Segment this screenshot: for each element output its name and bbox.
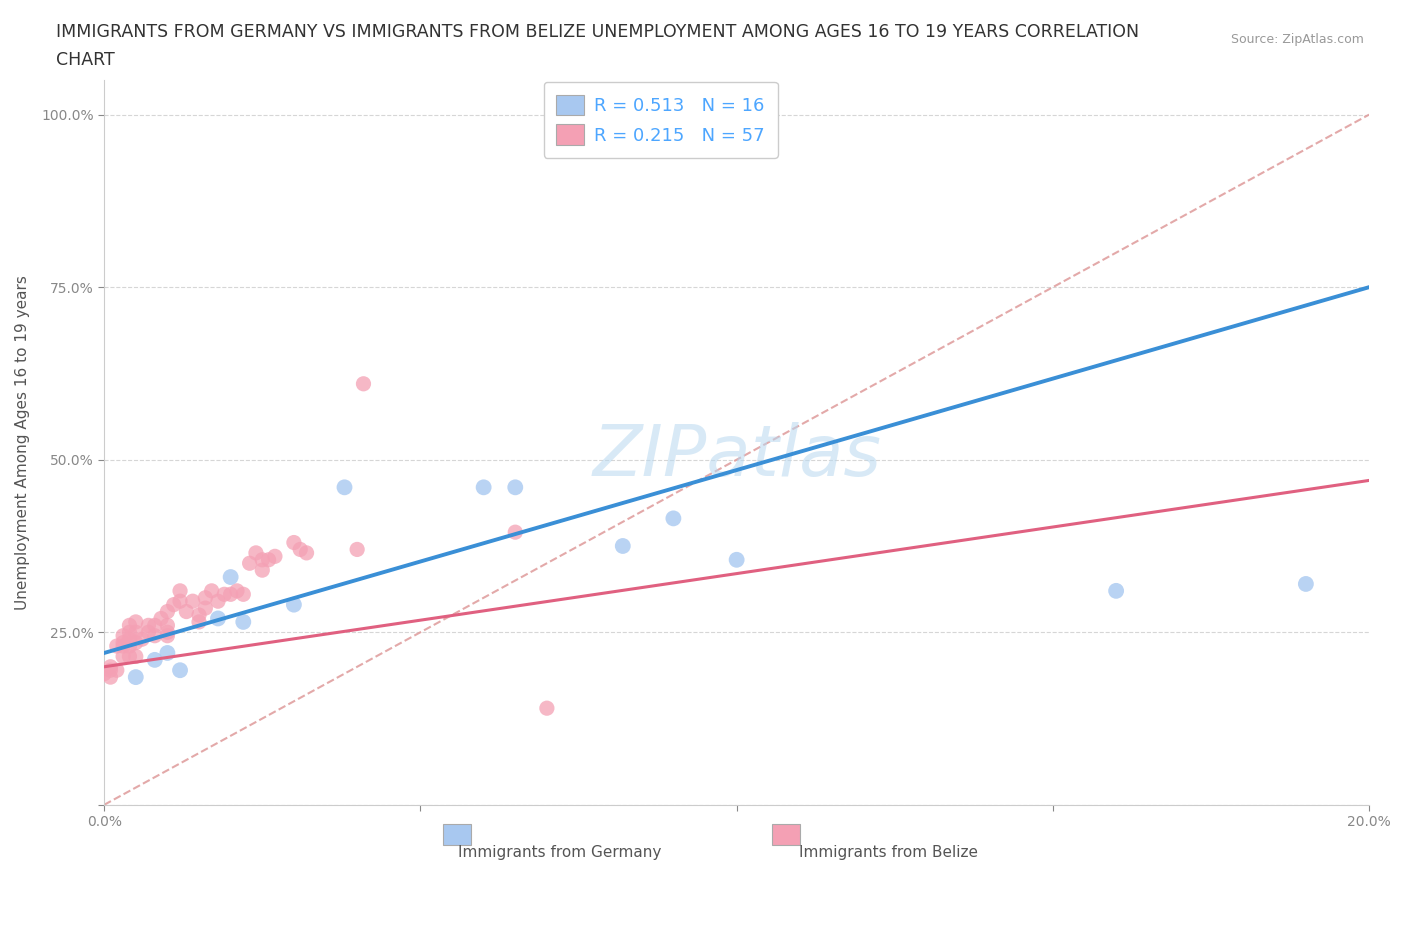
Point: [264, 549, 287, 564]
Point: [125, 625, 148, 640]
Point: [181, 593, 204, 608]
Point: [252, 563, 274, 578]
Point: [257, 552, 280, 567]
Point: [150, 611, 173, 626]
Point: [252, 552, 274, 567]
Point: [536, 700, 558, 715]
Point: [156, 604, 179, 619]
Point: [353, 377, 375, 392]
FancyBboxPatch shape: [443, 824, 471, 845]
Point: [125, 649, 148, 664]
Point: [245, 546, 267, 561]
Point: [143, 618, 166, 632]
Point: [125, 615, 148, 630]
Point: [214, 587, 236, 602]
Point: [283, 597, 305, 612]
Point: [612, 538, 634, 553]
Point: [118, 649, 141, 664]
Point: [156, 629, 179, 644]
Point: [207, 593, 229, 608]
Point: [131, 631, 153, 646]
Point: [100, 663, 122, 678]
Point: [156, 625, 179, 640]
Point: [219, 587, 242, 602]
Text: Source: ZipAtlas.com: Source: ZipAtlas.com: [1230, 33, 1364, 46]
Point: [118, 618, 141, 632]
Point: [118, 631, 141, 646]
Point: [226, 583, 249, 598]
Text: Immigrants from Germany: Immigrants from Germany: [458, 844, 661, 859]
Point: [138, 625, 160, 640]
Point: [105, 663, 128, 678]
Point: [138, 618, 160, 632]
Point: [156, 645, 179, 660]
Point: [188, 607, 211, 622]
Point: [176, 604, 198, 619]
Point: [143, 653, 166, 668]
Point: [93, 666, 115, 681]
Point: [112, 639, 135, 654]
Point: [503, 525, 526, 539]
Point: [1295, 577, 1317, 591]
Point: [194, 601, 217, 616]
Point: [283, 535, 305, 550]
Point: [239, 556, 262, 571]
Text: ZIPatlas: ZIPatlas: [592, 422, 882, 491]
Point: [1105, 583, 1128, 598]
Point: [207, 611, 229, 626]
Legend: R = 0.513   N = 16, R = 0.215   N = 57: R = 0.513 N = 16, R = 0.215 N = 57: [544, 82, 778, 158]
Point: [118, 639, 141, 654]
Text: IMMIGRANTS FROM GERMANY VS IMMIGRANTS FROM BELIZE UNEMPLOYMENT AMONG AGES 16 TO : IMMIGRANTS FROM GERMANY VS IMMIGRANTS FR…: [56, 23, 1139, 41]
Text: Immigrants from Belize: Immigrants from Belize: [799, 844, 979, 859]
Point: [219, 569, 242, 584]
Point: [472, 480, 495, 495]
Point: [112, 635, 135, 650]
Text: CHART: CHART: [56, 51, 115, 69]
Point: [100, 659, 122, 674]
Point: [232, 615, 254, 630]
Point: [125, 670, 148, 684]
Point: [125, 635, 148, 650]
FancyBboxPatch shape: [772, 824, 800, 845]
Point: [725, 552, 748, 567]
Point: [169, 593, 191, 608]
Point: [100, 670, 122, 684]
Point: [232, 587, 254, 602]
Point: [169, 583, 191, 598]
Point: [194, 591, 217, 605]
Point: [295, 546, 318, 561]
Point: [163, 597, 186, 612]
Point: [156, 618, 179, 632]
Point: [201, 583, 224, 598]
Point: [169, 663, 191, 678]
Point: [112, 649, 135, 664]
Point: [662, 511, 685, 525]
Point: [188, 615, 211, 630]
Point: [143, 629, 166, 644]
Y-axis label: Unemployment Among Ages 16 to 19 years: Unemployment Among Ages 16 to 19 years: [15, 275, 30, 610]
Point: [290, 542, 312, 557]
Point: [112, 629, 135, 644]
Point: [503, 480, 526, 495]
Point: [105, 639, 128, 654]
Point: [333, 480, 356, 495]
Point: [346, 542, 368, 557]
Point: [118, 625, 141, 640]
